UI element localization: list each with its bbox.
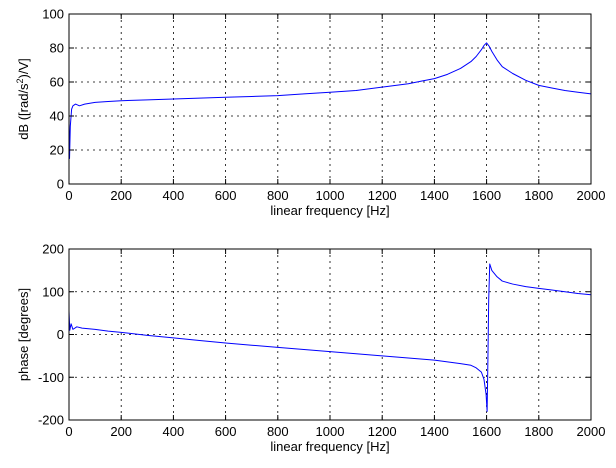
series-line xyxy=(68,42,592,159)
x-tick-label: 1600 xyxy=(472,424,501,439)
x-tick-label: 600 xyxy=(215,424,237,439)
y-tick-label: -200 xyxy=(38,413,64,428)
y-tick-label: 100 xyxy=(42,7,64,22)
phase-chart: 0 200 400 600 800 1000 1200 1400 1600 1800 2000-20… xyxy=(16,242,605,455)
x-axis-label: linear frequency [Hz] xyxy=(270,439,389,454)
y-tick-label: 0 xyxy=(57,327,64,342)
y-tick-label: -100 xyxy=(38,370,64,385)
series-line xyxy=(68,263,592,412)
y-tick-label: 100 xyxy=(42,284,64,299)
x-tick-label: 1200 xyxy=(368,188,397,203)
x-tick-label: 1200 xyxy=(368,424,397,439)
x-tick-label: 0 xyxy=(65,424,72,439)
x-tick-label: 1800 xyxy=(524,188,553,203)
x-tick-label: 1400 xyxy=(420,188,449,203)
x-tick-label: 600 xyxy=(215,188,237,203)
magnitude-chart: 0 200 400 600 800 1000 1200 1400 1600 1800 2000 0 20… xyxy=(15,7,605,219)
x-tick-label: 1400 xyxy=(420,424,449,439)
y-tick-label: 0 xyxy=(57,177,64,192)
x-tick-label: 200 xyxy=(110,188,132,203)
x-tick-label: 0 xyxy=(65,188,72,203)
x-tick-label: 400 xyxy=(163,424,185,439)
y-axis-label: dB ([rad/s2)/V] xyxy=(15,58,31,140)
x-tick-label: 2000 xyxy=(577,424,606,439)
x-tick-label: 200 xyxy=(110,424,132,439)
y-tick-label: 200 xyxy=(42,242,64,257)
x-tick-label: 1000 xyxy=(316,188,345,203)
x-axis-label: linear frequency [Hz] xyxy=(270,203,389,218)
y-axis-label: phase [degrees] xyxy=(16,288,31,381)
x-tick-label: 2000 xyxy=(577,188,606,203)
y-tick-label: 60 xyxy=(50,75,64,90)
x-tick-label: 400 xyxy=(163,188,185,203)
x-tick-label: 800 xyxy=(267,424,289,439)
x-tick-label: 800 xyxy=(267,188,289,203)
y-tick-label: 40 xyxy=(50,109,64,124)
y-tick-label: 20 xyxy=(50,143,64,158)
y-tick-label: 80 xyxy=(50,41,64,56)
x-tick-label: 1800 xyxy=(524,424,553,439)
x-tick-label: 1600 xyxy=(472,188,501,203)
x-tick-label: 1000 xyxy=(316,424,345,439)
